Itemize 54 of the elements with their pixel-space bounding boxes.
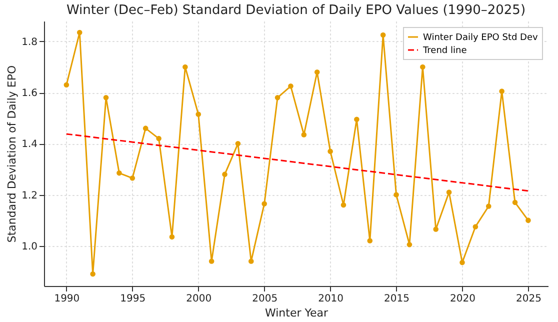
x-tick-label: 2005 — [252, 294, 278, 304]
point — [274, 95, 280, 100]
x-tick-label: 2015 — [384, 294, 410, 304]
point — [169, 234, 175, 240]
point — [156, 136, 162, 142]
y-tick-label: 1.8 — [22, 36, 38, 48]
point — [406, 242, 412, 248]
point — [340, 202, 346, 208]
y-tick-label: 1.2 — [22, 190, 38, 202]
point — [90, 271, 96, 277]
point — [262, 201, 267, 206]
y-tick-label: 1.4 — [22, 139, 38, 150]
legend-label: Winter Daily EPO Std Dev — [423, 33, 539, 43]
point — [116, 170, 122, 176]
x-tick-label: 1995 — [120, 294, 146, 304]
point — [235, 141, 241, 146]
x-tick-label: 1990 — [54, 294, 80, 304]
point — [367, 238, 373, 244]
point — [472, 224, 478, 230]
x-axis-title: Winter Year — [264, 306, 328, 320]
point — [354, 116, 360, 122]
point — [328, 148, 333, 154]
point — [446, 190, 452, 195]
legend-label: Trend line — [422, 46, 468, 56]
point — [526, 218, 531, 223]
point — [301, 132, 307, 138]
point — [182, 64, 188, 70]
point — [486, 204, 492, 209]
point — [142, 126, 148, 131]
x-tick-label: 2025 — [516, 294, 542, 304]
point — [460, 260, 465, 266]
point — [380, 32, 386, 38]
x-tick-label: 2020 — [450, 294, 476, 304]
point — [248, 258, 254, 264]
chart-title: Winter (Dec–Feb) Standard Deviation of Daily EPO Values (1990–2025) — [66, 3, 526, 18]
point — [222, 172, 228, 177]
point — [512, 200, 518, 206]
y-tick-label: 1.6 — [22, 88, 38, 100]
x-tick-label: 2000 — [186, 294, 212, 304]
point — [288, 84, 294, 89]
point — [76, 30, 82, 36]
point — [314, 69, 320, 75]
point — [420, 64, 426, 70]
point — [499, 88, 504, 94]
point — [103, 95, 109, 100]
point — [196, 112, 202, 117]
point — [130, 176, 136, 181]
y-tick-label: 1.0 — [22, 241, 38, 252]
y-axis-title: Standard Deviation of Daily EPO — [6, 65, 19, 243]
point — [208, 258, 214, 264]
x-tick-label: 2010 — [318, 294, 344, 304]
point — [394, 192, 399, 198]
point — [64, 82, 70, 88]
point — [433, 226, 438, 232]
